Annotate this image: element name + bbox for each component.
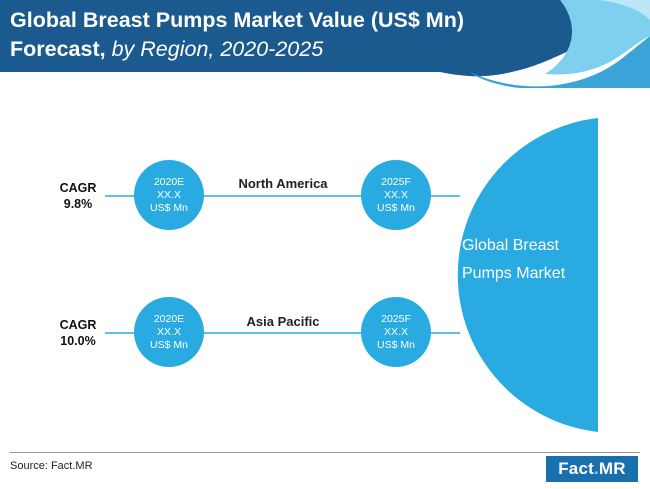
- bubble-unit: US$ Mn: [150, 338, 188, 351]
- page-title: Global Breast Pumps Market Value (US$ Mn…: [10, 6, 530, 64]
- bubble-year: 2020E: [153, 312, 185, 325]
- region-label-asia-pacific: Asia Pacific: [246, 314, 320, 329]
- header-background: [0, 0, 650, 88]
- title-line-2: Forecast, by Region, 2020-2025: [10, 35, 530, 64]
- bubble-value: XX.X: [157, 188, 181, 201]
- market-label-line-1: Global Breast: [462, 237, 559, 254]
- cagr-north-america: CAGR 9.8%: [43, 180, 113, 212]
- bubble-year: 2025F: [381, 312, 411, 325]
- bubble-value: XX.X: [157, 325, 181, 338]
- cagr-value: 9.8%: [63, 197, 93, 211]
- cagr-label: CAGR: [59, 181, 97, 195]
- market-label-line-2: Pumps Market: [462, 265, 566, 282]
- title-line-2-italic: by Region, 2020-2025: [105, 37, 324, 61]
- title-line-1: Global Breast Pumps Market Value (US$ Mn…: [10, 8, 465, 32]
- cagr-value: 10.0%: [60, 334, 96, 348]
- bubble-2020-asia-pacific: 2020E XX.X US$ Mn: [134, 297, 204, 367]
- bubble-value: XX.X: [384, 188, 408, 201]
- footer-divider: [10, 452, 640, 453]
- logo-mr: MR: [598, 459, 626, 478]
- market-label: Global Breast Pumps Market: [462, 232, 592, 288]
- logo-fact: Fact: [558, 459, 594, 478]
- header-banner: Global Breast Pumps Market Value (US$ Mn…: [0, 0, 650, 88]
- bubble-year: 2025F: [381, 175, 411, 188]
- bubble-2020-north-america: 2020E XX.X US$ Mn: [134, 160, 204, 230]
- cagr-asia-pacific: CAGR 10.0%: [43, 317, 113, 349]
- bubble-unit: US$ Mn: [150, 201, 188, 214]
- cagr-label: CAGR: [59, 318, 97, 332]
- bubble-year: 2020E: [153, 175, 185, 188]
- bubble-2025-north-america: 2025F XX.X US$ Mn: [361, 160, 431, 230]
- market-semicircle: [457, 118, 598, 432]
- bubble-2025-asia-pacific: 2025F XX.X US$ Mn: [361, 297, 431, 367]
- title-line-2-bold: Forecast,: [10, 37, 106, 61]
- logo-dot: .: [593, 459, 599, 478]
- region-label-north-america: North America: [238, 176, 328, 191]
- bubble-unit: US$ Mn: [377, 338, 415, 351]
- factmr-logo: Fact. MR: [546, 456, 638, 482]
- bubble-value: XX.X: [384, 325, 408, 338]
- source-text: Source: Fact.MR: [10, 460, 93, 472]
- bubble-unit: US$ Mn: [377, 201, 415, 214]
